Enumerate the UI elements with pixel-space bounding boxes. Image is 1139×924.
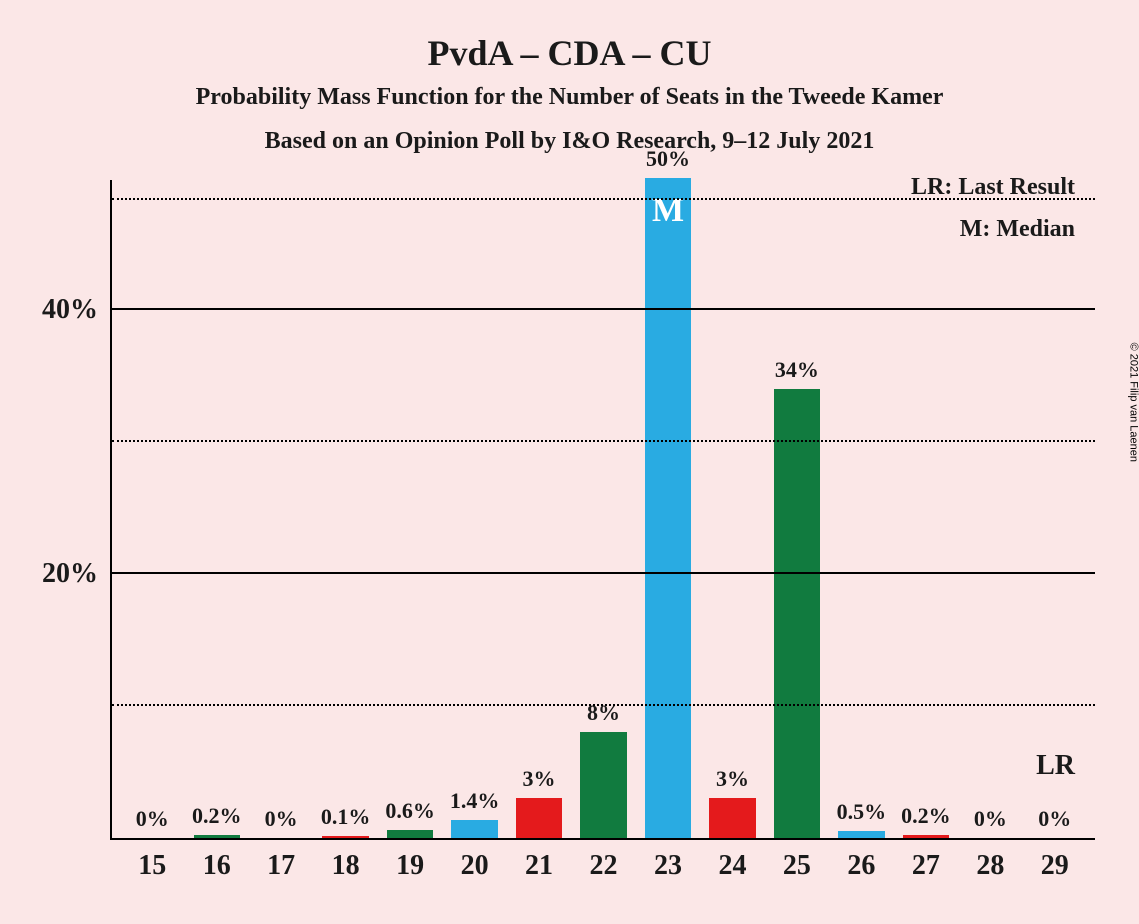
lr-marker: LR [1036,750,1075,782]
bar-slot: 0% [958,180,1022,838]
bar: 0.6% [387,830,433,838]
x-tick-label: 27 [894,850,958,882]
bar-value-label: 0% [265,806,298,838]
bar-slot: 0% [120,180,184,838]
bar: 0.5% [838,831,884,838]
bar-slot: 0.2% [894,180,958,838]
bar-slot: 0.6% [378,180,442,838]
bar-value-label: 0.6% [385,798,435,830]
chart-subtitle-1: Probability Mass Function for the Number… [0,84,1139,111]
bar-slot: 0% [1023,180,1087,838]
bar-slot: 34% [765,180,829,838]
x-tick-label: 24 [700,850,764,882]
x-tick-label: 22 [571,850,635,882]
x-tick-label: 21 [507,850,571,882]
gridline [112,308,1095,310]
gridline [112,198,1095,200]
bar-slot: 0% [249,180,313,838]
bar-value-label: 1.4% [450,788,500,820]
bar-value-label: 0.1% [321,804,371,836]
gridline [112,440,1095,442]
bar-slot: 0.5% [829,180,893,838]
bar-value-label: 0% [1038,806,1071,838]
bar-slot: 8% [571,180,635,838]
bar: 1.4% [451,820,497,838]
plot-area: 0% 0.2% 0% 0.1% 0.6% 1.4% 3% 8% 50%M 3% 34% 0.5% 0.2… [110,180,1095,840]
bar-value-label: 0.5% [837,799,887,831]
bar-value-label: 0.2% [901,803,951,835]
x-tick-label: 17 [249,850,313,882]
legend-median: M: Median [960,216,1075,243]
y-tick-label: 20% [42,558,112,590]
bar-slot: 3% [507,180,571,838]
bar-value-label: 3% [523,766,556,798]
x-tick-label: 26 [829,850,893,882]
y-tick-label: 40% [42,294,112,326]
x-tick-label: 25 [765,850,829,882]
bar-slot: 1.4% [442,180,506,838]
bar: 3% [709,798,755,838]
bar-slot: 0.2% [184,180,248,838]
x-tick-label: 28 [958,850,1022,882]
bar-value-label: 0.2% [192,803,242,835]
x-tick-label: 16 [184,850,248,882]
gridline [112,704,1095,706]
x-tick-label: 20 [442,850,506,882]
x-tick-label: 23 [636,850,700,882]
x-tick-label: 29 [1023,850,1087,882]
bar: 34% [774,389,820,838]
x-tick-label: 18 [313,850,377,882]
bars-container: 0% 0.2% 0% 0.1% 0.6% 1.4% 3% 8% 50%M 3% 34% 0.5% 0.2… [112,180,1095,838]
bar-slot: 50%M [636,180,700,838]
bar-slot: 0.1% [313,180,377,838]
bar: 8% [580,732,626,838]
x-tick-label: 19 [378,850,442,882]
bar-value-label: 0% [974,806,1007,838]
bar-slot: 3% [700,180,764,838]
bar-value-label: 50% [646,146,690,178]
bar-value-label: 34% [775,357,819,389]
legend-last-result: LR: Last Result [911,174,1075,201]
chart-subtitle-2: Based on an Opinion Poll by I&O Research… [0,128,1139,155]
bar-value-label: 3% [716,766,749,798]
bar: 50%M [645,178,691,838]
gridline [112,572,1095,574]
bar-value-label: 0% [136,806,169,838]
bar: 3% [516,798,562,838]
x-axis-labels: 151617181920212223242526272829 [112,838,1095,882]
copyright-text: © 2021 Filip van Laenen [1127,343,1139,462]
x-tick-label: 15 [120,850,184,882]
chart-title: PvdA – CDA – CU [0,32,1139,74]
